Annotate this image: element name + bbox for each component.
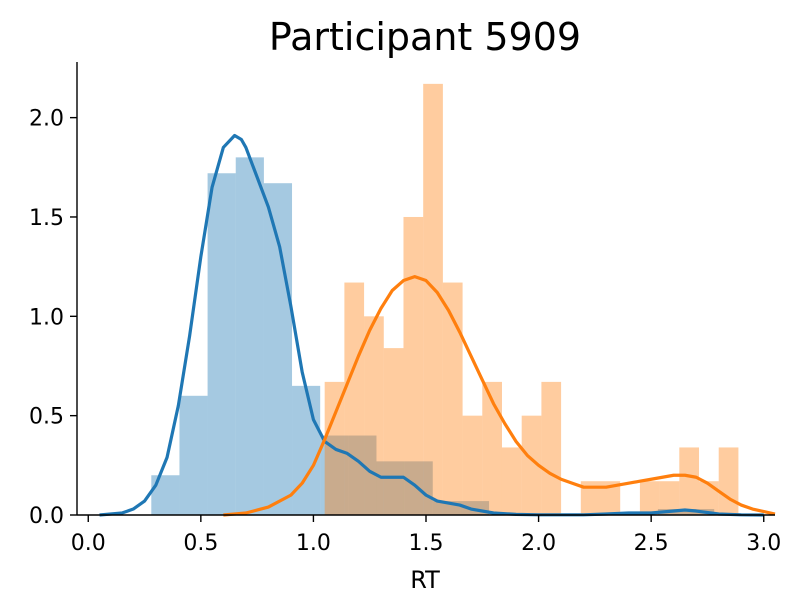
x-tick-label: 0.0	[71, 531, 106, 556]
bar-series2-3	[383, 348, 404, 515]
kde-line-series2	[223, 274, 776, 517]
bar-series1-4	[263, 183, 293, 515]
bar-series2-9	[501, 447, 522, 515]
y-tick-label: 2.0	[29, 107, 64, 132]
bar-series2-14	[600, 481, 621, 515]
bar-series2-10	[521, 415, 542, 515]
y-axis-ticks: 0.0 0.5 1.0 1.5 2.0	[29, 107, 77, 529]
bar-series2-4	[403, 216, 424, 515]
bar-series2-1	[344, 282, 365, 515]
x-tick-label: 2.0	[521, 531, 556, 556]
x-tick-label: 1.0	[296, 531, 331, 556]
bar-series2-17	[659, 481, 680, 515]
bar-series2-2	[364, 316, 384, 515]
bar-series2-8	[482, 381, 502, 515]
x-axis-ticks: 0.0 0.5 1.0 1.5 2.0 2.5 3.0	[71, 515, 781, 556]
bar-series2-13	[580, 481, 601, 515]
bar-series1-1	[179, 395, 208, 515]
y-tick-label: 1.0	[29, 305, 64, 330]
bar-series1-7	[348, 435, 377, 515]
y-tick-label: 0.5	[29, 405, 64, 430]
x-tick-label: 3.0	[746, 531, 781, 556]
x-tick-label: 0.5	[183, 531, 218, 556]
bar-series1-3	[235, 157, 264, 515]
x-tick-label: 1.5	[409, 531, 444, 556]
bar-series2-5	[423, 83, 443, 516]
bar-series1-0	[151, 475, 180, 515]
y-tick-label: 0.0	[29, 504, 64, 529]
bar-series1-2	[207, 173, 236, 515]
y-tick-label: 1.5	[29, 206, 64, 231]
bar-series1-8	[376, 461, 405, 515]
x-axis-label: RT	[410, 566, 440, 594]
kde-line-series1	[99, 133, 764, 517]
bar-series2-6	[442, 282, 463, 515]
x-tick-label: 2.5	[634, 531, 669, 556]
bar-series2-16	[639, 481, 660, 515]
histogram-bars	[151, 83, 739, 516]
bar-series2-7	[462, 415, 483, 515]
bar-series2-18	[679, 447, 700, 515]
bar-series2-11	[541, 381, 562, 515]
bar-series2-20	[718, 447, 739, 515]
chart-title: Participant 5909	[269, 15, 581, 59]
bar-series2-19	[699, 481, 719, 515]
kde-curves	[99, 133, 776, 517]
bar-series1-5	[292, 385, 321, 515]
